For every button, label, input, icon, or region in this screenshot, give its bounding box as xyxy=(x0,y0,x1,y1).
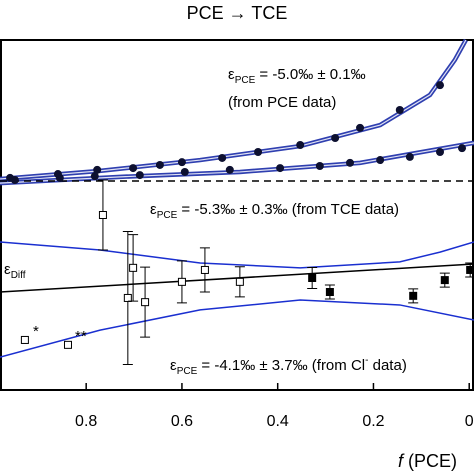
annotation-part: * xyxy=(33,323,39,340)
annotation: εPCE = -5.0‰ ± 0.1‰ xyxy=(228,66,366,86)
annotation-part: Diff xyxy=(11,270,26,281)
data-point xyxy=(308,274,317,282)
annotation-part: PCE xyxy=(235,75,256,86)
data-point xyxy=(10,176,19,184)
data-point xyxy=(218,153,227,162)
data-point xyxy=(331,134,340,142)
data-point xyxy=(141,298,150,307)
annotation-part: ε xyxy=(170,357,177,374)
annotation-part: ε xyxy=(228,66,235,83)
annotation-part: data) xyxy=(368,357,406,374)
x-tick-label: 0.2 xyxy=(362,413,384,430)
x-axis-symbol: f xyxy=(398,451,405,471)
x-tick-label: 0.8 xyxy=(75,413,97,430)
data-point xyxy=(200,265,209,274)
data-point xyxy=(254,148,263,156)
data-point xyxy=(98,211,107,219)
data-point xyxy=(20,335,29,344)
annotation-part: PCE xyxy=(177,366,198,377)
x-tick-label: 0.6 xyxy=(171,413,193,430)
data-point xyxy=(356,123,365,132)
data-point xyxy=(225,165,234,174)
data-point xyxy=(177,158,186,167)
annotation-part: = -4.1‰ ± 3.7‰ (from Cl xyxy=(197,357,365,374)
data-point xyxy=(466,265,474,274)
data-point xyxy=(123,293,132,302)
x-axis-text: (PCE) xyxy=(403,451,457,471)
line xyxy=(0,140,474,186)
data-point xyxy=(180,167,189,176)
band-inner xyxy=(0,39,467,180)
data-point xyxy=(296,141,305,149)
chart-title: PCE → TCE xyxy=(187,3,288,23)
annotation-part: = -5.3‰ ± 0.3‰ (from TCE data) xyxy=(177,201,399,218)
data-point xyxy=(55,173,64,182)
x-tick-label: 0 xyxy=(465,413,474,430)
annotation: ** xyxy=(75,328,87,345)
data-point xyxy=(409,291,418,300)
data-point xyxy=(436,148,445,156)
annotation-part: (from PCE data) xyxy=(228,94,336,111)
annotation-part: - xyxy=(365,355,368,366)
data-point xyxy=(177,277,186,286)
annotation: (from PCE data) xyxy=(228,94,336,111)
data-point xyxy=(135,171,144,180)
data-point xyxy=(63,340,72,349)
data-point xyxy=(436,81,445,90)
data-point xyxy=(93,165,102,174)
data-point xyxy=(325,288,334,296)
data-point xyxy=(376,156,385,165)
data-point xyxy=(235,277,244,286)
band-inner xyxy=(0,142,474,184)
x-tick-label: 0.4 xyxy=(267,413,289,430)
data-point xyxy=(315,162,324,170)
x-axis-label: f (PCE) xyxy=(398,451,457,471)
data-point xyxy=(395,106,404,114)
line xyxy=(0,241,474,269)
data-point xyxy=(129,263,138,272)
annotation-part: PCE xyxy=(157,210,178,221)
data-point xyxy=(129,164,138,173)
data-point xyxy=(155,160,164,169)
data-point xyxy=(440,276,449,285)
data-point xyxy=(458,144,467,153)
annotation-part: ε xyxy=(4,261,11,278)
annotation-part: ** xyxy=(75,328,87,345)
annotation: εPCE = -4.1‰ ± 3.7‰ (from Cl- data) xyxy=(170,355,407,377)
data-point xyxy=(405,152,414,161)
data-point xyxy=(345,158,354,167)
data-point xyxy=(90,172,99,181)
line xyxy=(0,299,474,358)
annotation-part: = -5.0‰ ± 0.1‰ xyxy=(255,66,365,83)
annotation: εDiff xyxy=(4,261,26,281)
plot-frame xyxy=(0,39,474,391)
annotation-part: ε xyxy=(150,201,157,218)
data-point xyxy=(276,164,285,173)
annotation: * xyxy=(33,323,39,340)
annotation: εPCE = -5.3‰ ± 0.3‰ (from TCE data) xyxy=(150,201,399,221)
